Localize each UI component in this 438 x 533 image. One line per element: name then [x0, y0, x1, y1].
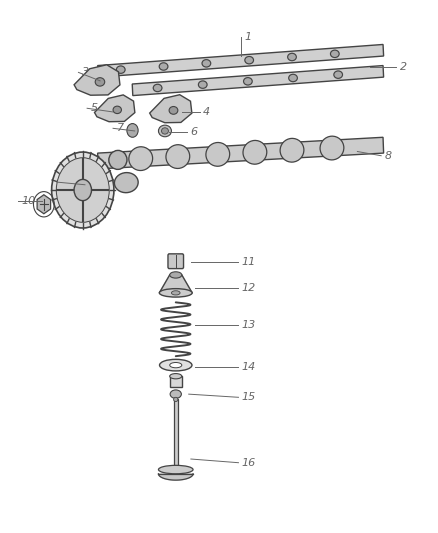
- FancyBboxPatch shape: [168, 254, 184, 269]
- Circle shape: [52, 152, 114, 228]
- Text: 1: 1: [244, 32, 251, 42]
- Bar: [173, 399, 178, 472]
- Ellipse shape: [245, 56, 254, 64]
- Ellipse shape: [117, 66, 125, 74]
- Ellipse shape: [159, 289, 192, 297]
- Circle shape: [127, 124, 138, 138]
- Text: 12: 12: [242, 282, 256, 293]
- Text: 8: 8: [385, 151, 392, 161]
- Ellipse shape: [288, 53, 297, 61]
- Ellipse shape: [170, 272, 182, 278]
- Ellipse shape: [114, 173, 138, 192]
- Ellipse shape: [159, 465, 193, 474]
- Polygon shape: [159, 275, 192, 293]
- Circle shape: [57, 158, 109, 222]
- Ellipse shape: [244, 78, 252, 85]
- Polygon shape: [159, 275, 192, 293]
- Polygon shape: [95, 95, 135, 122]
- Text: 13: 13: [242, 319, 256, 329]
- Text: 7: 7: [117, 123, 124, 133]
- Ellipse shape: [334, 71, 343, 78]
- Ellipse shape: [320, 136, 344, 160]
- Ellipse shape: [109, 150, 127, 169]
- Text: 15: 15: [242, 392, 256, 402]
- Ellipse shape: [206, 142, 230, 166]
- Ellipse shape: [202, 60, 211, 67]
- Polygon shape: [132, 66, 384, 95]
- Text: 14: 14: [242, 362, 256, 372]
- Ellipse shape: [153, 84, 162, 92]
- Ellipse shape: [170, 374, 182, 379]
- Ellipse shape: [170, 362, 182, 368]
- Ellipse shape: [159, 125, 171, 137]
- Text: 10: 10: [21, 196, 35, 206]
- Text: 3: 3: [82, 67, 89, 77]
- Ellipse shape: [173, 397, 178, 401]
- Ellipse shape: [171, 291, 180, 295]
- Circle shape: [74, 180, 92, 200]
- Ellipse shape: [129, 147, 152, 171]
- Text: 16: 16: [242, 458, 256, 468]
- Ellipse shape: [331, 50, 339, 58]
- Ellipse shape: [162, 128, 168, 134]
- Text: 4: 4: [203, 107, 210, 117]
- Text: 11: 11: [242, 257, 256, 267]
- Ellipse shape: [243, 140, 267, 164]
- Polygon shape: [98, 44, 384, 77]
- Polygon shape: [98, 138, 384, 169]
- Polygon shape: [74, 65, 120, 95]
- Ellipse shape: [169, 107, 178, 114]
- Text: 6: 6: [190, 127, 197, 137]
- Text: 5: 5: [91, 103, 98, 114]
- Ellipse shape: [280, 139, 304, 162]
- Text: 9: 9: [60, 177, 67, 187]
- Polygon shape: [159, 474, 193, 480]
- FancyBboxPatch shape: [170, 376, 182, 387]
- Ellipse shape: [170, 390, 181, 398]
- Ellipse shape: [159, 359, 192, 371]
- Ellipse shape: [95, 78, 105, 86]
- Text: 2: 2: [400, 62, 407, 72]
- Ellipse shape: [113, 106, 121, 114]
- Ellipse shape: [198, 81, 207, 88]
- Ellipse shape: [159, 63, 168, 70]
- Ellipse shape: [166, 144, 190, 168]
- Polygon shape: [37, 195, 51, 214]
- Polygon shape: [150, 95, 192, 123]
- Ellipse shape: [289, 74, 297, 82]
